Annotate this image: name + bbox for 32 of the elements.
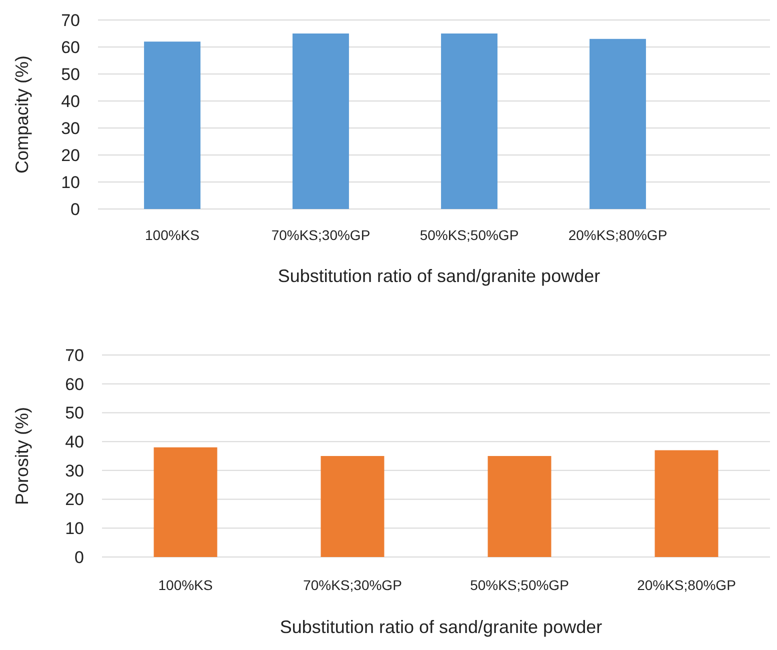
x-tick-label: 20%KS;80%GP: [568, 227, 668, 243]
y-tick-label: 0: [70, 200, 80, 219]
bar: [292, 34, 349, 209]
y-tick-label: 10: [65, 519, 84, 538]
y-axis-title: Porosity (%): [12, 406, 32, 506]
bar: [144, 42, 200, 209]
y-tick-label: 20: [61, 146, 80, 165]
x-axis-title: Substitution ratio of sand/granite powder: [280, 617, 602, 637]
x-tick-label: 20%KS;80%GP: [637, 577, 736, 593]
y-tick-label: 70: [65, 346, 84, 365]
y-tick-label: 10: [61, 172, 80, 192]
y-tick-label: 60: [65, 374, 84, 394]
y-tick-label: 40: [65, 432, 84, 452]
y-tick-label: 50: [61, 64, 80, 84]
y-tick-label: 30: [61, 118, 80, 138]
x-tick-label: 50%KS;50%GP: [470, 577, 569, 593]
y-tick-label: 20: [65, 490, 84, 510]
x-tick-label: 100%KS: [145, 227, 200, 243]
y-tick-label: 30: [65, 461, 84, 480]
y-tick-label: 50: [65, 404, 84, 423]
y-tick-label: 40: [61, 92, 80, 111]
x-tick-label: 70%KS;30%GP: [271, 227, 370, 243]
x-tick-label: 100%KS: [158, 577, 213, 593]
x-tick-label: 70%KS;30%GP: [303, 577, 402, 593]
y-axis-title: Compacity (%): [12, 55, 32, 174]
y-tick-label: 0: [74, 548, 84, 567]
x-tick-label: 50%KS;50%GP: [420, 227, 519, 243]
bar: [590, 38, 646, 209]
y-tick-label: 70: [61, 10, 80, 30]
x-axis-title: Substitution ratio of sand/granite powder: [278, 266, 600, 286]
bar: [441, 34, 498, 209]
y-tick-label: 60: [61, 38, 80, 57]
